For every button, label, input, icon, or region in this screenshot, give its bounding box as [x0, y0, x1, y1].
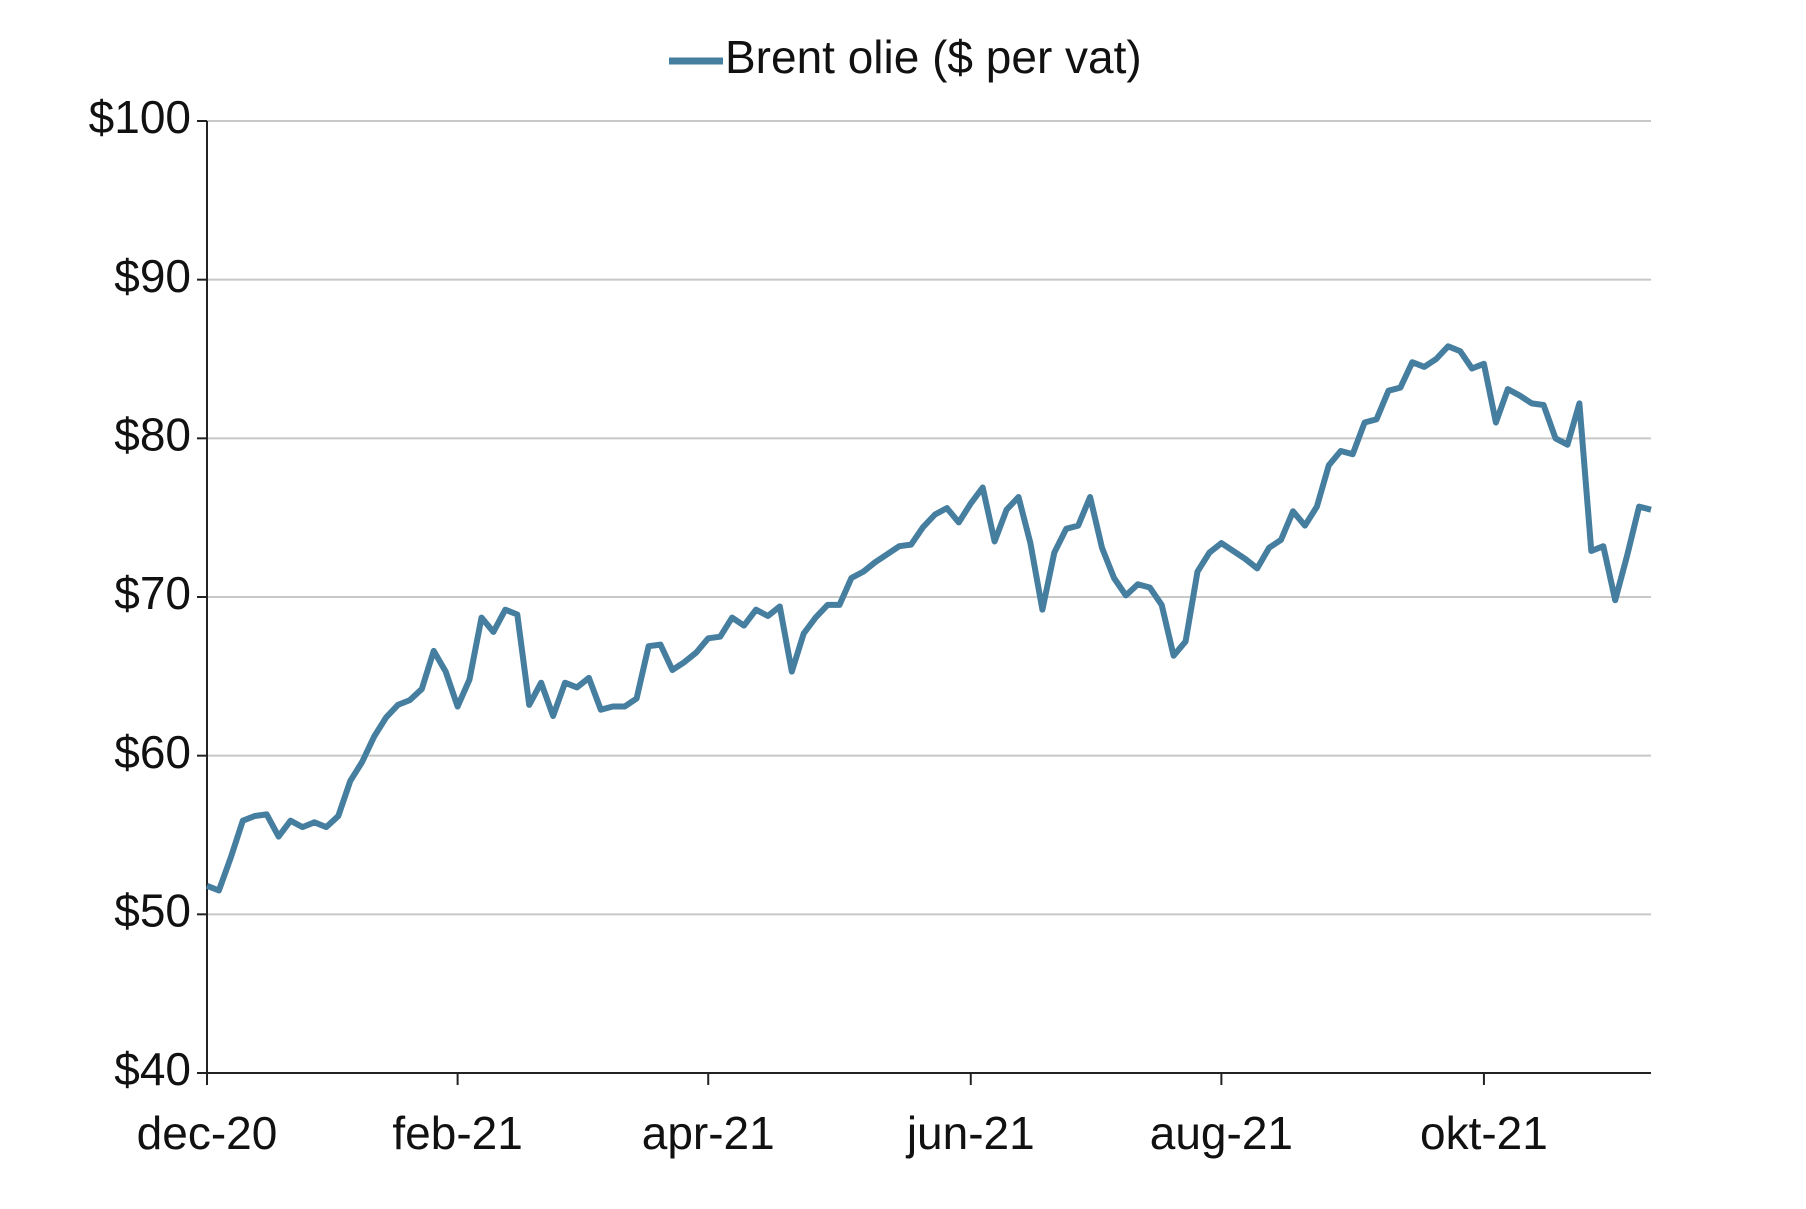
- y-tick-label: $100: [89, 91, 191, 143]
- y-tick-label: $70: [114, 567, 191, 619]
- y-tick-label: $80: [114, 408, 191, 460]
- x-tick-label: okt-21: [1420, 1107, 1548, 1159]
- y-tick-label: $90: [114, 250, 191, 302]
- series-line: [205, 343, 1652, 894]
- x-tick-label: dec-20: [137, 1107, 278, 1159]
- x-tick-label: jun-21: [905, 1107, 1035, 1159]
- legend-label: Brent olie ($ per vat): [725, 31, 1142, 83]
- x-tick-label: aug-21: [1150, 1107, 1293, 1159]
- y-tick-label: $60: [114, 726, 191, 778]
- y-tick-label: $40: [114, 1043, 191, 1095]
- x-tick-label: apr-21: [642, 1107, 775, 1159]
- y-tick-label: $50: [114, 884, 191, 936]
- x-tick-label: feb-21: [392, 1107, 522, 1159]
